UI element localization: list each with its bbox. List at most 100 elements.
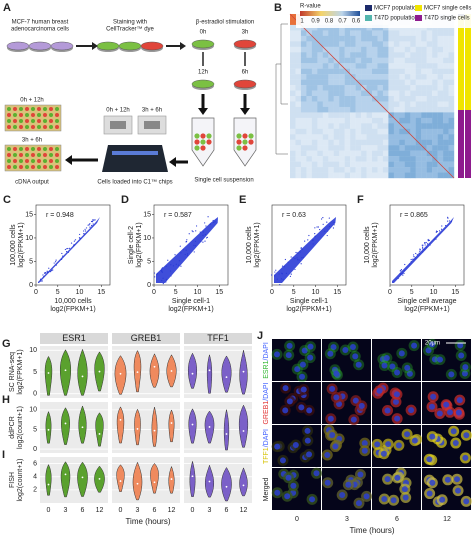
heatmap-cell xyxy=(437,167,444,173)
heatmap-cell xyxy=(300,35,307,42)
heatmap-cell xyxy=(344,63,351,69)
median xyxy=(81,426,84,429)
heatmap-cell xyxy=(290,112,296,119)
heatmap-cell xyxy=(361,156,367,162)
heatmap-cell xyxy=(388,79,395,86)
heatmap-cell xyxy=(306,35,313,42)
nucleus xyxy=(285,352,292,359)
point xyxy=(433,238,435,240)
point xyxy=(186,254,189,256)
heatmap-cell xyxy=(350,79,356,86)
well xyxy=(13,119,17,123)
heatmap-cell xyxy=(421,150,427,157)
point xyxy=(70,242,73,244)
heatmap-cell xyxy=(333,139,340,146)
heatmap-cell xyxy=(426,172,433,179)
row-label: log2(count+1) xyxy=(17,406,24,449)
heatmap-cell xyxy=(404,150,411,157)
well xyxy=(37,153,41,157)
point xyxy=(447,220,449,222)
heatmap-cell xyxy=(432,161,438,168)
heatmap-cell xyxy=(317,79,323,86)
panel-letter: D xyxy=(121,194,129,206)
nucleus xyxy=(394,369,401,376)
heatmap-cell xyxy=(361,79,367,86)
chip-well xyxy=(144,121,160,129)
nucleus xyxy=(292,442,299,449)
heatmap-cell xyxy=(355,117,362,124)
heatmap-cell xyxy=(311,145,318,151)
heatmap-cell xyxy=(410,172,416,179)
heatmap-cell xyxy=(410,106,416,113)
median xyxy=(225,376,228,379)
well xyxy=(19,113,23,117)
nucleus xyxy=(352,397,359,404)
heatmap-cell xyxy=(350,41,356,47)
heatmap-cell xyxy=(290,134,296,140)
heatmap-cell xyxy=(432,134,438,140)
well xyxy=(43,153,47,157)
heatmap-cell xyxy=(311,79,318,86)
point xyxy=(425,241,427,244)
heatmap-cell xyxy=(306,74,313,80)
heatmap-cell xyxy=(448,117,455,124)
heatmap-cell xyxy=(322,145,329,151)
median xyxy=(208,369,211,372)
nucleus xyxy=(361,447,368,454)
point xyxy=(68,247,71,249)
heatmap-cell xyxy=(361,117,367,124)
heatmap-cell xyxy=(437,101,444,108)
heatmap-cell xyxy=(317,30,323,37)
point xyxy=(287,261,289,263)
heatmap-cell xyxy=(306,79,313,86)
point xyxy=(289,275,291,277)
heatmap-cell xyxy=(437,68,444,75)
well xyxy=(55,125,59,129)
heatmap-cell xyxy=(432,57,438,64)
heatmap-cell xyxy=(393,41,400,47)
heatmap-cell xyxy=(295,128,302,135)
heatmap-cell xyxy=(366,156,373,162)
heatmap-cell xyxy=(344,79,351,86)
heatmap-cell xyxy=(339,74,345,80)
panel-letter: F xyxy=(357,194,364,206)
heatmap-cell xyxy=(366,145,373,151)
nucleus xyxy=(284,493,291,500)
time-label: 3h xyxy=(242,30,249,36)
y-tick-label: 0 xyxy=(147,282,151,289)
heatmap-cell xyxy=(399,30,405,37)
x-tick-label: 6 xyxy=(81,507,85,514)
cell xyxy=(194,133,200,139)
heatmap-cell xyxy=(437,41,444,47)
heatmap-cell xyxy=(393,74,400,80)
heatmap-cell xyxy=(350,150,356,157)
median xyxy=(208,480,211,483)
heatmap-cell xyxy=(339,101,345,108)
heatmap-cell xyxy=(361,145,367,151)
y-axis-label: log2(FPKM+1) xyxy=(372,222,379,267)
well xyxy=(31,153,35,157)
median xyxy=(242,430,245,432)
nucleus xyxy=(380,450,387,457)
heatmap-cell xyxy=(339,156,345,162)
heatmap-cell xyxy=(393,101,400,108)
heatmap-cell xyxy=(399,90,405,97)
heatmap-cell xyxy=(300,117,307,124)
heatmap-cell xyxy=(388,106,395,113)
point xyxy=(154,276,156,278)
heatmap-cell xyxy=(372,85,378,91)
heatmap-cell xyxy=(339,90,345,97)
point xyxy=(422,249,424,251)
heatmap-cell xyxy=(361,74,367,80)
heatmap-cell xyxy=(432,96,438,102)
point xyxy=(436,230,438,233)
point xyxy=(161,267,164,269)
point xyxy=(64,248,66,251)
well xyxy=(25,153,29,157)
heatmap-cell xyxy=(377,63,384,69)
point xyxy=(333,221,335,224)
heatmap-cell xyxy=(437,57,444,64)
heatmap-cell xyxy=(393,161,400,168)
point xyxy=(301,248,303,250)
heatmap-cell xyxy=(426,74,433,80)
